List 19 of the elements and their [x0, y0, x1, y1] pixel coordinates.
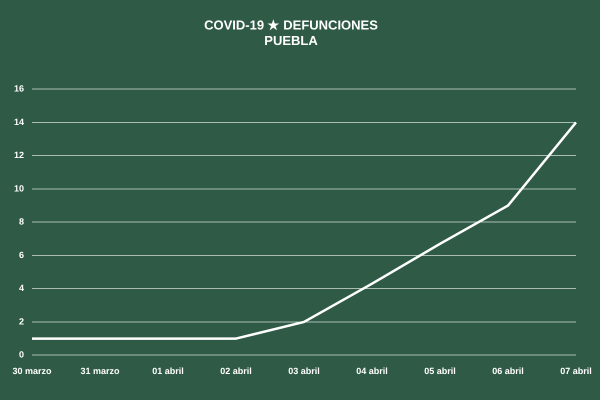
x-tick-label: 03 abril — [288, 366, 320, 376]
x-tick-label: 01 abril — [152, 366, 184, 376]
y-tick-label: 10 — [14, 183, 24, 194]
x-tick-label: 04 abril — [356, 366, 388, 376]
x-tick-label: 06 abril — [492, 366, 524, 376]
x-tick-label: 31 marzo — [80, 366, 120, 376]
y-tick-label: 8 — [18, 216, 24, 227]
chart-title: COVID-19 ★ DEFUNCIONES PUEBLA — [204, 17, 378, 48]
y-tick-label: 0 — [18, 350, 24, 360]
y-tick-label: 16 — [14, 84, 24, 94]
x-tick-label: 05 abril — [424, 366, 456, 376]
x-tick-label: 30 marzo — [12, 366, 52, 376]
y-tick-label: 14 — [14, 116, 24, 127]
y-tick-label: 2 — [18, 316, 24, 326]
y-tick-label: 6 — [18, 250, 24, 260]
x-tick-label: 07 abril — [560, 366, 592, 376]
y-tick-label: 12 — [14, 150, 24, 160]
x-tick-label: 02 abril — [220, 366, 252, 376]
y-tick-label: 4 — [18, 283, 24, 294]
